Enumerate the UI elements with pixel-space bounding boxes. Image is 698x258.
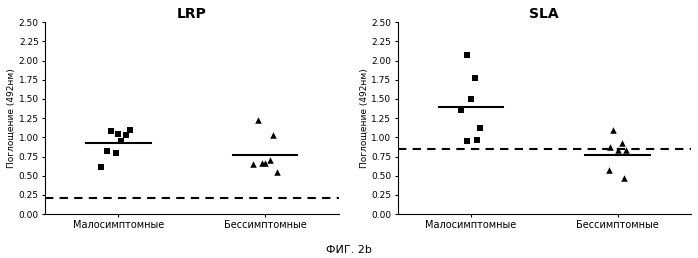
Point [466, 97, 477, 101]
Point [461, 139, 472, 143]
Point [455, 108, 466, 112]
Point [267, 133, 278, 137]
Point [101, 149, 112, 153]
Point [125, 128, 136, 132]
Text: ФИГ. 2b: ФИГ. 2b [326, 245, 372, 255]
Point [618, 176, 629, 180]
Title: SLA: SLA [530, 7, 559, 21]
Point [110, 151, 121, 155]
Title: LRP: LRP [177, 7, 207, 21]
Point [116, 139, 127, 143]
Point [260, 161, 271, 165]
Point [604, 145, 616, 149]
Point [95, 164, 106, 168]
Point [272, 170, 283, 174]
Y-axis label: Поглощение (492нм): Поглощение (492нм) [359, 68, 369, 168]
Point [616, 141, 628, 145]
Point [470, 76, 481, 80]
Point [474, 126, 485, 130]
Point [120, 133, 131, 137]
Point [252, 118, 263, 123]
Y-axis label: Поглощение (492нм): Поглощение (492нм) [7, 68, 16, 168]
Point [105, 129, 117, 133]
Point [621, 148, 632, 152]
Point [257, 161, 268, 165]
Point [608, 128, 619, 132]
Point [461, 53, 472, 57]
Point [471, 138, 482, 142]
Point [248, 162, 259, 166]
Point [612, 148, 623, 152]
Point [603, 168, 614, 172]
Point [264, 158, 275, 163]
Point [113, 131, 124, 135]
